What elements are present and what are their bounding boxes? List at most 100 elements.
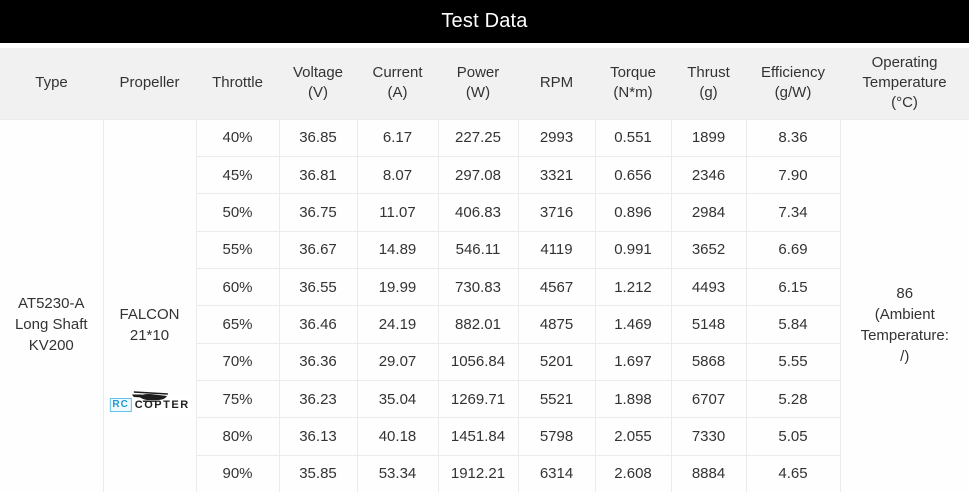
cell-current: 24.19 [356, 305, 439, 344]
cell-voltage: 36.55 [278, 267, 358, 307]
cell-power: 406.83 [437, 193, 519, 232]
cell-current: 8.07 [356, 155, 439, 195]
cell-efficiency: 7.90 [745, 155, 841, 195]
cell-torque: 0.656 [594, 155, 672, 195]
operating-temperature-cell: 86 (Ambient Temperature: /) [839, 118, 969, 492]
cell-rpm: 6314 [517, 454, 596, 492]
cell-current: 40.18 [356, 417, 439, 456]
cell-voltage: 36.46 [278, 305, 358, 344]
cell-torque: 1.469 [594, 305, 672, 344]
cell-efficiency: 5.28 [745, 380, 841, 419]
cell-power: 1269.71 [437, 380, 519, 419]
cell-efficiency: 6.69 [745, 230, 841, 269]
page-title: Test Data [441, 10, 528, 32]
cell-power: 546.11 [437, 230, 519, 269]
table-row: 80% 36.13 40.18 1451.84 5798 2.055 7330 5.05 [0, 417, 969, 456]
cell-torque: 1.697 [594, 342, 672, 382]
cell-efficiency: 5.84 [745, 305, 841, 344]
logo-copter-text: COPTER [134, 398, 190, 411]
column-header-voltage: Voltage (V) [279, 48, 357, 119]
column-header-operating-temperature: Operating Temperature (°C) [840, 48, 969, 119]
type-cell: AT5230-A Long Shaft KV200 [0, 118, 104, 492]
cell-rpm: 2993 [517, 118, 596, 157]
cell-throttle: 80% [195, 417, 280, 456]
cell-throttle: 65% [195, 305, 280, 344]
cell-voltage: 36.13 [278, 417, 358, 456]
column-header-efficiency: Efficiency (g/W) [746, 48, 840, 119]
cell-rpm: 4567 [517, 267, 596, 307]
cell-efficiency: 4.65 [745, 454, 841, 492]
cell-torque: 0.551 [594, 118, 672, 157]
cell-rpm: 5798 [517, 417, 596, 456]
table-row: 90% 35.85 53.34 1912.21 6314 2.608 8884 4.65 [0, 454, 969, 492]
cell-current: 6.17 [356, 118, 439, 157]
cell-voltage: 36.67 [278, 230, 358, 269]
cell-efficiency: 5.05 [745, 417, 841, 456]
cell-torque: 0.991 [594, 230, 672, 269]
cell-thrust: 3652 [670, 230, 747, 269]
header-row: Type Propeller Throttle Voltage (V) Curr… [0, 48, 969, 119]
cell-voltage: 36.75 [278, 193, 358, 232]
propeller-cell: FALCON 21*10 RC COPTER [102, 118, 197, 492]
cell-voltage: 36.36 [278, 342, 358, 382]
cell-thrust: 5868 [670, 342, 747, 382]
cell-throttle: 55% [195, 230, 280, 269]
table-row: AT5230-A Long Shaft KV200 FALCON 21*10 R… [0, 118, 969, 492]
cell-voltage: 36.81 [278, 155, 358, 195]
cell-thrust: 7330 [670, 417, 747, 456]
table-body: AT5230-A Long Shaft KV200 FALCON 21*10 R… [0, 118, 969, 492]
helicopter-icon [131, 390, 168, 402]
cell-throttle: 45% [195, 155, 280, 195]
column-header-throttle: Throttle [196, 48, 279, 119]
cell-throttle: 70% [195, 342, 280, 382]
table-row: 75% 36.23 35.04 1269.71 5521 1.898 6707 5.28 [0, 380, 969, 419]
cell-thrust: 8884 [670, 454, 747, 492]
column-header-power: Power (W) [438, 48, 518, 119]
cell-power: 1056.84 [437, 342, 519, 382]
cell-current: 53.34 [356, 454, 439, 492]
cell-efficiency: 8.36 [745, 118, 841, 157]
column-header-rpm: RPM [518, 48, 595, 119]
cell-thrust: 6707 [670, 380, 747, 419]
cell-thrust: 1899 [670, 118, 747, 157]
cell-rpm: 4875 [517, 305, 596, 344]
cell-throttle: 60% [195, 267, 280, 307]
cell-rpm: 5521 [517, 380, 596, 419]
propeller-label: FALCON 21*10 [119, 305, 180, 344]
cell-power: 297.08 [437, 155, 519, 195]
cell-power: 1912.21 [437, 454, 519, 492]
column-header-thrust: Thrust (g) [671, 48, 746, 119]
table-row: 45% 36.81 8.07 297.08 3321 0.656 2346 7.90 [0, 155, 969, 195]
table-row: 70% 36.36 29.07 1056.84 5201 1.697 5868 5.55 [0, 342, 969, 382]
column-header-propeller: Propeller [103, 48, 196, 119]
table-header: Type Propeller Throttle Voltage (V) Curr… [0, 48, 969, 119]
cell-efficiency: 6.15 [745, 267, 841, 307]
cell-thrust: 2984 [670, 193, 747, 232]
table-row: 55% 36.67 14.89 546.11 4119 0.991 3652 6.69 [0, 230, 969, 269]
cell-thrust: 2346 [670, 155, 747, 195]
cell-power: 882.01 [437, 305, 519, 344]
cell-power: 227.25 [437, 118, 519, 157]
cell-efficiency: 5.55 [745, 342, 841, 382]
cell-rpm: 5201 [517, 342, 596, 382]
cell-torque: 1.898 [594, 380, 672, 419]
cell-voltage: 36.23 [278, 380, 358, 419]
cell-throttle: 40% [195, 118, 280, 157]
table-row: 50% 36.75 11.07 406.83 3716 0.896 2984 7.34 [0, 193, 969, 232]
cell-current: 29.07 [356, 342, 439, 382]
cell-thrust: 4493 [670, 267, 747, 307]
cell-current: 14.89 [356, 230, 439, 269]
cell-voltage: 35.85 [278, 454, 358, 492]
cell-torque: 0.896 [594, 193, 672, 232]
cell-thrust: 5148 [670, 305, 747, 344]
title-bar: Test Data [0, 0, 969, 43]
cell-current: 11.07 [356, 193, 439, 232]
cell-power: 1451.84 [437, 417, 519, 456]
cell-rpm: 3321 [517, 155, 596, 195]
column-header-type: Type [0, 48, 103, 119]
cell-rpm: 4119 [517, 230, 596, 269]
cell-current: 35.04 [356, 380, 439, 419]
cell-rpm: 3716 [517, 193, 596, 232]
column-header-torque: Torque (N*m) [595, 48, 671, 119]
